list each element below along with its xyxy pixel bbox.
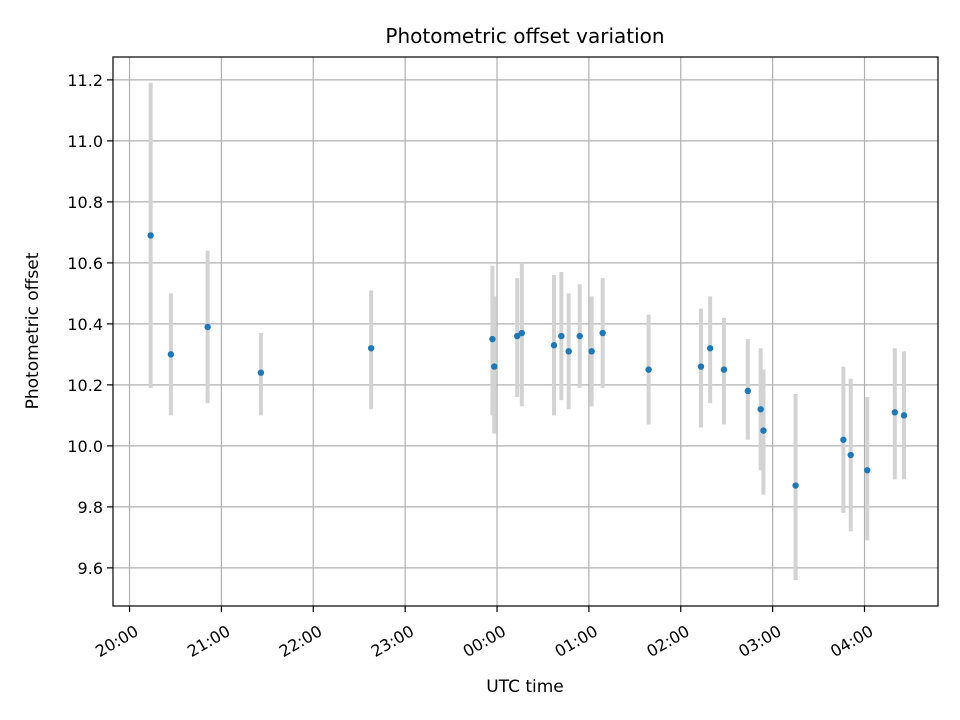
x-axis-title: UTC time	[486, 677, 564, 697]
y-axis-title: Photometric offset	[23, 252, 43, 409]
y-tick-label: 11.0	[67, 132, 103, 151]
y-tick-label: 10.0	[67, 437, 103, 456]
data-point	[891, 409, 899, 416]
data-point	[588, 348, 595, 355]
data-point	[576, 332, 583, 340]
x-tick-label: 22:00	[276, 621, 325, 661]
data-point	[167, 351, 175, 358]
chart-title: Photometric offset variation	[385, 24, 664, 48]
y-tick-label: 10.4	[67, 315, 103, 334]
y-axis-ticks: 9.6 9.8 10.0 10.2 10.4 10.6 10.8 11.0 11.2	[67, 71, 113, 578]
data-point	[204, 323, 211, 331]
x-tick-label: 00:00	[460, 621, 509, 661]
y-tick-label: 10.8	[67, 193, 103, 212]
error-bars	[148, 82, 907, 581]
data-point	[514, 332, 521, 340]
data-point	[864, 467, 871, 474]
x-tick-label: 20:00	[92, 621, 141, 661]
data-point	[840, 436, 847, 443]
data-point	[518, 329, 526, 337]
data-point	[744, 387, 752, 395]
data-point	[489, 335, 496, 343]
y-tick-label: 9.6	[78, 559, 103, 578]
x-tick-label: 23:00	[368, 621, 417, 661]
y-tick-label: 10.6	[67, 254, 103, 273]
data-point	[757, 406, 764, 413]
x-tick-label: 02:00	[643, 621, 692, 661]
data-point	[147, 232, 154, 239]
data-points	[147, 232, 908, 489]
data-point	[367, 345, 375, 352]
data-point	[697, 363, 705, 370]
x-tick-label: 21:00	[184, 621, 233, 661]
x-tick-label: 04:00	[827, 621, 876, 661]
plot-frame	[112, 56, 939, 607]
data-point	[760, 427, 767, 434]
data-point	[558, 332, 565, 340]
x-axis-ticks: 20:00 21:00 22:00 23:00 00:00 01:00 02:00 03:00…	[92, 606, 877, 661]
data-point	[900, 412, 908, 419]
data-point	[645, 366, 652, 373]
data-point	[792, 482, 799, 489]
data-point	[491, 363, 498, 370]
data-point	[565, 348, 572, 355]
y-tick-label: 10.2	[67, 376, 103, 395]
data-point	[599, 329, 606, 337]
x-tick-label: 01:00	[551, 621, 600, 661]
y-tick-label: 9.8	[78, 498, 103, 517]
x-tick-label: 03:00	[735, 621, 784, 661]
y-tick-label: 11.2	[67, 71, 103, 90]
data-point	[706, 345, 714, 352]
grid-lines	[113, 57, 938, 606]
data-point	[720, 366, 728, 373]
data-point	[847, 451, 854, 459]
data-point	[550, 342, 558, 349]
data-point	[257, 369, 265, 376]
